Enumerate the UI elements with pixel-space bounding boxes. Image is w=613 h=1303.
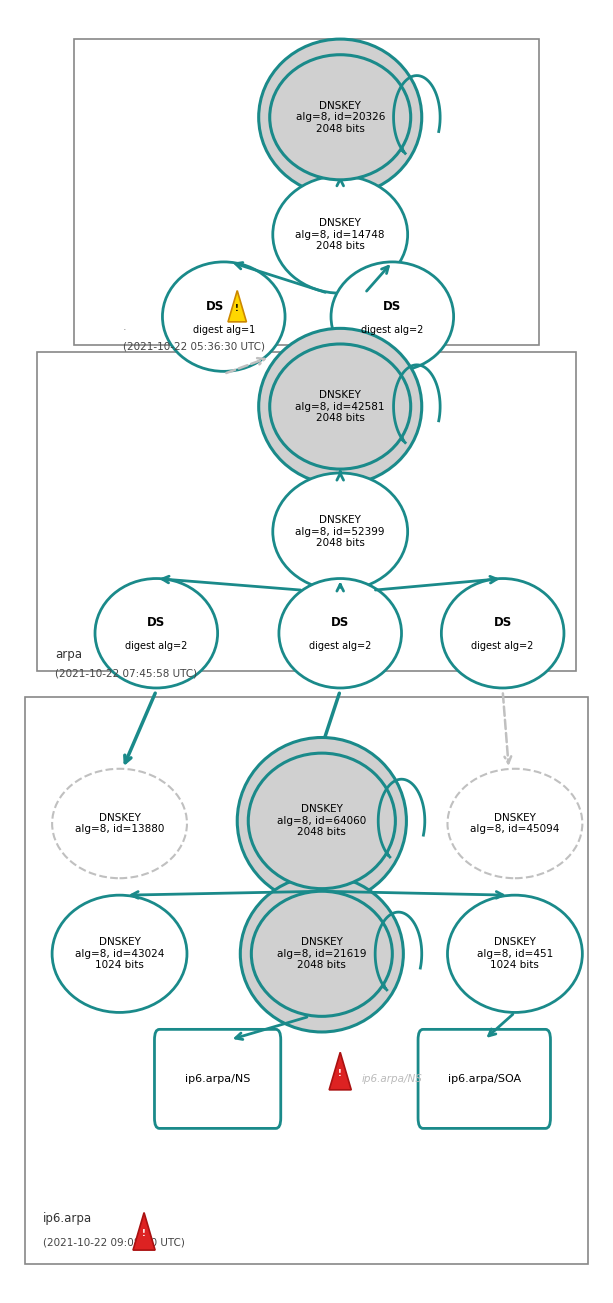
- Ellipse shape: [52, 895, 187, 1012]
- Ellipse shape: [240, 876, 403, 1032]
- Text: (2021-10-22 07:45:58 UTC): (2021-10-22 07:45:58 UTC): [55, 668, 197, 679]
- FancyBboxPatch shape: [154, 1029, 281, 1128]
- Ellipse shape: [273, 473, 408, 590]
- Text: DNSKEY
alg=8, id=42581
2048 bits: DNSKEY alg=8, id=42581 2048 bits: [295, 390, 385, 423]
- FancyBboxPatch shape: [74, 39, 539, 345]
- Text: DS: DS: [205, 300, 224, 313]
- Text: ip6.arpa: ip6.arpa: [43, 1212, 92, 1225]
- Ellipse shape: [251, 891, 392, 1016]
- Ellipse shape: [273, 176, 408, 293]
- FancyBboxPatch shape: [418, 1029, 550, 1128]
- Polygon shape: [133, 1213, 155, 1250]
- Text: !: !: [235, 304, 239, 313]
- Text: DNSKEY
alg=8, id=45094: DNSKEY alg=8, id=45094: [470, 813, 560, 834]
- Ellipse shape: [248, 753, 395, 889]
- Text: ip6.arpa/SOA: ip6.arpa/SOA: [447, 1074, 521, 1084]
- Polygon shape: [329, 1053, 351, 1089]
- Text: digest alg=2: digest alg=2: [309, 641, 371, 652]
- Text: DS: DS: [383, 300, 402, 313]
- Text: DNSKEY
alg=8, id=451
1024 bits: DNSKEY alg=8, id=451 1024 bits: [477, 937, 553, 971]
- Text: ip6.arpa/NS: ip6.arpa/NS: [362, 1074, 422, 1084]
- Ellipse shape: [270, 344, 411, 469]
- Polygon shape: [228, 291, 246, 322]
- Ellipse shape: [259, 39, 422, 195]
- Ellipse shape: [52, 769, 187, 878]
- Text: DS: DS: [331, 616, 349, 629]
- Text: DS: DS: [493, 616, 512, 629]
- Text: (2021-10-22 09:08:50 UTC): (2021-10-22 09:08:50 UTC): [43, 1238, 185, 1248]
- Text: DNSKEY
alg=8, id=43024
1024 bits: DNSKEY alg=8, id=43024 1024 bits: [75, 937, 164, 971]
- Ellipse shape: [331, 262, 454, 371]
- FancyBboxPatch shape: [25, 697, 588, 1264]
- Ellipse shape: [447, 895, 582, 1012]
- Text: !: !: [142, 1229, 146, 1238]
- FancyBboxPatch shape: [37, 352, 576, 671]
- Ellipse shape: [447, 769, 582, 878]
- Text: .: .: [123, 322, 126, 332]
- Text: DNSKEY
alg=8, id=13880: DNSKEY alg=8, id=13880: [75, 813, 164, 834]
- Ellipse shape: [95, 579, 218, 688]
- Text: digest alg=2: digest alg=2: [361, 324, 424, 335]
- Ellipse shape: [237, 737, 406, 904]
- Text: digest alg=2: digest alg=2: [125, 641, 188, 652]
- Ellipse shape: [279, 579, 402, 688]
- Text: DNSKEY
alg=8, id=21619
2048 bits: DNSKEY alg=8, id=21619 2048 bits: [277, 937, 367, 971]
- Text: !: !: [338, 1068, 342, 1078]
- Text: digest alg=2: digest alg=2: [471, 641, 534, 652]
- Text: DNSKEY
alg=8, id=14748
2048 bits: DNSKEY alg=8, id=14748 2048 bits: [295, 218, 385, 251]
- Text: DNSKEY
alg=8, id=52399
2048 bits: DNSKEY alg=8, id=52399 2048 bits: [295, 515, 385, 549]
- Ellipse shape: [259, 328, 422, 485]
- Text: ip6.arpa/NS: ip6.arpa/NS: [185, 1074, 250, 1084]
- Text: DNSKEY
alg=8, id=64060
2048 bits: DNSKEY alg=8, id=64060 2048 bits: [277, 804, 367, 838]
- Text: digest alg=1: digest alg=1: [192, 324, 255, 335]
- Ellipse shape: [162, 262, 285, 371]
- Text: arpa: arpa: [55, 648, 82, 661]
- Text: DNSKEY
alg=8, id=20326
2048 bits: DNSKEY alg=8, id=20326 2048 bits: [295, 100, 385, 134]
- Text: (2021-10-22 05:36:30 UTC): (2021-10-22 05:36:30 UTC): [123, 341, 265, 352]
- Text: DS: DS: [147, 616, 166, 629]
- Ellipse shape: [441, 579, 564, 688]
- Ellipse shape: [270, 55, 411, 180]
